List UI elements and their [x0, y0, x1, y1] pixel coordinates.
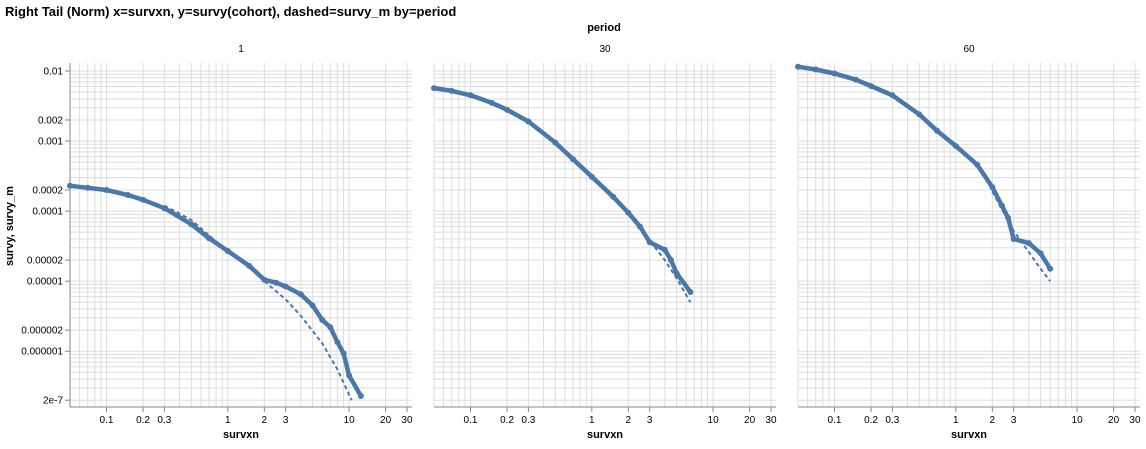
x-axis-title: survxn: [587, 429, 623, 441]
data-point: [687, 289, 693, 295]
data-point: [431, 85, 437, 91]
data-point: [610, 194, 616, 200]
chart-title: Right Tail (Norm) x=survxn, y=survy(coho…: [5, 4, 456, 19]
data-point: [668, 257, 674, 263]
x-tick-label: 0.2: [500, 415, 514, 426]
x-tick-label: 3: [1011, 415, 1017, 426]
data-point: [853, 77, 859, 83]
y-tick-label: 0.0002: [32, 186, 63, 197]
facet-header: period: [587, 22, 621, 34]
x-tick-label: 2: [626, 415, 632, 426]
data-point: [1038, 250, 1044, 256]
x-axis-title: survxn: [951, 429, 987, 441]
y-tick-label: 0.00002: [27, 256, 64, 267]
data-point: [570, 156, 576, 162]
data-point: [525, 119, 531, 125]
data-point: [504, 107, 510, 113]
data-point: [327, 324, 333, 330]
data-point: [140, 197, 146, 203]
data-point: [67, 183, 73, 189]
data-point: [974, 162, 980, 168]
y-tick-label: 2e-7: [43, 396, 63, 407]
x-tick-label: 0.3: [157, 415, 171, 426]
x-tick-label: 2: [262, 415, 268, 426]
data-point: [889, 92, 895, 98]
x-tick-label: 1: [225, 415, 231, 426]
x-tick-label: 20: [744, 415, 756, 426]
data-point: [310, 303, 316, 309]
data-point: [125, 192, 131, 198]
x-tick-label: 0.1: [828, 415, 842, 426]
y-axis-title: survy, survy_m: [4, 186, 16, 266]
data-point: [104, 187, 110, 193]
data-series-line-period-1: [70, 186, 361, 396]
panel-60: 60 0.1 0.2 0.3 1 2 3 10 20 30 survxn: [795, 44, 1141, 441]
x-axis-title: survxn: [223, 429, 259, 441]
data-point: [346, 373, 352, 379]
facet-label-60: 60: [963, 44, 975, 55]
data-point: [813, 67, 819, 73]
data-point: [188, 221, 194, 227]
x-tick-label: 0.1: [464, 415, 478, 426]
x-tick-label: 0.2: [136, 415, 150, 426]
data-point: [953, 143, 959, 149]
panel-30: 30 0.1 0.2 0.3 1 2 3 10 20 30 survxn: [431, 44, 777, 441]
data-point: [1047, 266, 1053, 272]
data-point: [868, 83, 874, 89]
y-tick-label: 0.000001: [21, 347, 63, 358]
data-point: [552, 140, 558, 146]
model-series-line-period-1: [164, 206, 351, 401]
x-tick-label: 1: [589, 415, 595, 426]
x-tick-label: 10: [1072, 415, 1084, 426]
data-point: [832, 71, 838, 77]
y-tick-label: 0.001: [38, 137, 63, 148]
data-point: [85, 185, 91, 191]
data-point: [358, 393, 364, 399]
data-point: [989, 184, 995, 190]
data-point: [489, 100, 495, 106]
y-tick-label: 0.000002: [21, 326, 63, 337]
x-tick-label: 2: [990, 415, 996, 426]
x-tick-label: 10: [344, 415, 356, 426]
x-tick-label: 0.2: [864, 415, 878, 426]
data-point: [334, 339, 340, 345]
x-tick-label: 10: [708, 415, 720, 426]
data-point: [589, 174, 595, 180]
data-point: [1011, 236, 1017, 242]
x-tick-label: 3: [647, 415, 653, 426]
data-point: [273, 280, 279, 286]
facet-label-30: 30: [599, 44, 611, 55]
x-tick-label: 20: [1108, 415, 1120, 426]
data-point: [1026, 240, 1032, 246]
x-tick-label: 0.1: [100, 415, 114, 426]
data-point: [319, 317, 325, 323]
data-point: [468, 92, 474, 98]
data-point: [662, 247, 668, 253]
panels: 1 0.1 0.2 0.3 1 2 3 10 20 30 survxn 0.01 0.002 0.001 0…: [21, 44, 1141, 441]
y-tick-label: 0.01: [44, 66, 64, 77]
x-tick-label: 30: [401, 415, 413, 426]
data-point: [341, 350, 347, 356]
y-tick-label: 0.0001: [32, 207, 63, 218]
data-point: [449, 88, 455, 94]
y-tick-label: 0.002: [38, 115, 63, 126]
data-point: [298, 291, 304, 297]
x-tick-label: 30: [765, 415, 777, 426]
y-tick-label: 0.00001: [27, 277, 64, 288]
data-point: [916, 111, 922, 117]
x-tick-label: 0.3: [521, 415, 535, 426]
data-point: [934, 128, 940, 134]
x-tick-label: 3: [283, 415, 289, 426]
x-tick-label: 0.3: [885, 415, 899, 426]
facet-label-1: 1: [238, 44, 244, 55]
data-point: [674, 270, 680, 276]
x-tick-label: 20: [380, 415, 392, 426]
panel-1: 1 0.1 0.2 0.3 1 2 3 10 20 30 survxn 0.01 0.002 0.001 0…: [21, 44, 413, 441]
data-point: [283, 284, 289, 290]
data-point: [795, 64, 801, 70]
x-tick-label: 30: [1129, 415, 1141, 426]
x-tick-label: 1: [953, 415, 959, 426]
